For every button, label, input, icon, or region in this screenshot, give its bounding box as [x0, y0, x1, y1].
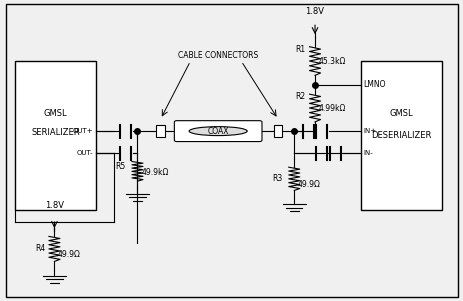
Text: LMNO: LMNO	[363, 80, 385, 89]
Bar	[156, 125, 164, 137]
Text: OUT+: OUT+	[73, 128, 94, 134]
Text: R2: R2	[295, 92, 305, 101]
Text: R1: R1	[295, 45, 305, 54]
Text: 49.9Ω: 49.9Ω	[297, 180, 320, 189]
Ellipse shape	[189, 127, 247, 135]
Text: 1.8V: 1.8V	[45, 201, 64, 210]
Text: GMSL: GMSL	[389, 109, 413, 118]
Text: IN+: IN+	[363, 128, 376, 134]
Text: IN-: IN-	[363, 150, 372, 157]
Text: GMSL: GMSL	[44, 109, 67, 118]
Text: R4: R4	[35, 244, 45, 253]
Bar	[15, 61, 96, 210]
Text: CABLE CONNECTORS: CABLE CONNECTORS	[178, 51, 258, 60]
Bar	[360, 61, 441, 210]
Text: COAX: COAX	[207, 127, 228, 136]
Text: DESERIALIZER: DESERIALIZER	[370, 131, 431, 140]
Text: 4.99kΩ: 4.99kΩ	[318, 104, 345, 113]
Text: SERIALIZER: SERIALIZER	[31, 128, 80, 137]
Text: 49.9kΩ: 49.9kΩ	[141, 168, 168, 177]
Text: R3: R3	[272, 174, 282, 183]
Text: 49.9Ω: 49.9Ω	[58, 250, 81, 259]
Text: 1.8V: 1.8V	[305, 7, 324, 16]
Text: 45.3kΩ: 45.3kΩ	[318, 57, 345, 66]
Bar	[273, 125, 282, 137]
Text: OUT-: OUT-	[77, 150, 94, 157]
Text: R5: R5	[115, 163, 125, 171]
FancyBboxPatch shape	[174, 121, 262, 141]
